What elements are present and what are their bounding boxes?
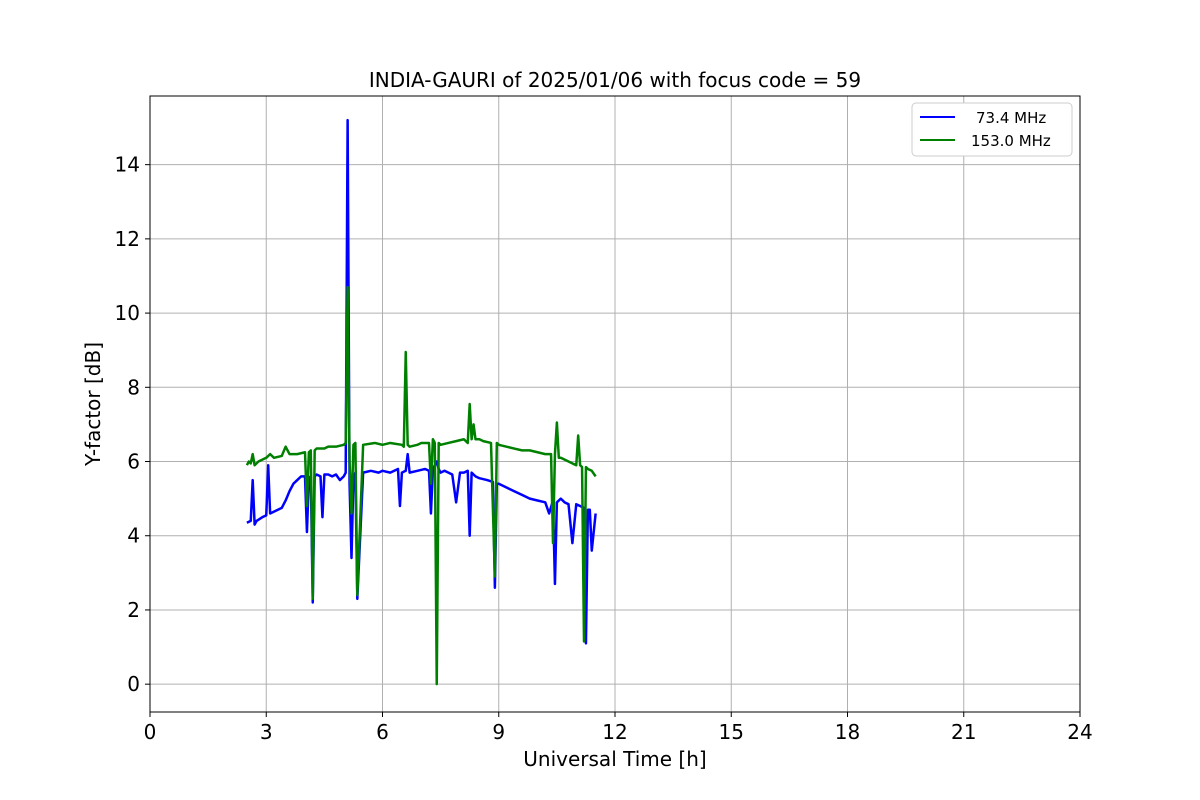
chart-title: INDIA-GAURI of 2025/01/06 with focus cod…	[369, 68, 861, 92]
legend-label-73mhz: 73.4 MHz	[976, 109, 1046, 127]
x-tick-label: 15	[719, 720, 744, 744]
x-axis-label: Universal Time [h]	[523, 747, 706, 771]
legend: 73.4 MHz 153.0 MHz	[911, 102, 1073, 157]
x-tick-label: 0	[144, 720, 157, 744]
x-tick-label: 6	[376, 720, 389, 744]
y-tick-label: 8	[127, 375, 140, 399]
plot-lines	[245, 118, 597, 686]
y-axis-label: Y-factor [dB]	[81, 342, 105, 467]
x-tick-label: 12	[602, 720, 627, 744]
y-tick-label: 6	[127, 450, 140, 474]
y-tick-label: 10	[115, 301, 140, 325]
x-tick-label: 21	[951, 720, 976, 744]
series-line-1	[245, 285, 597, 686]
legend-label-153mhz: 153.0 MHz	[971, 132, 1051, 150]
y-tick-label: 14	[115, 153, 140, 177]
x-tick-label: 18	[835, 720, 860, 744]
y-tick-label: 12	[115, 227, 140, 251]
x-tick-label: 9	[492, 720, 505, 744]
x-tick-label: 3	[260, 720, 273, 744]
y-tick-label: 0	[127, 672, 140, 696]
series-line-0	[246, 118, 597, 645]
y-tick-label: 2	[127, 598, 140, 622]
y-tick-label: 4	[127, 524, 140, 548]
x-tick-label: 24	[1067, 720, 1092, 744]
